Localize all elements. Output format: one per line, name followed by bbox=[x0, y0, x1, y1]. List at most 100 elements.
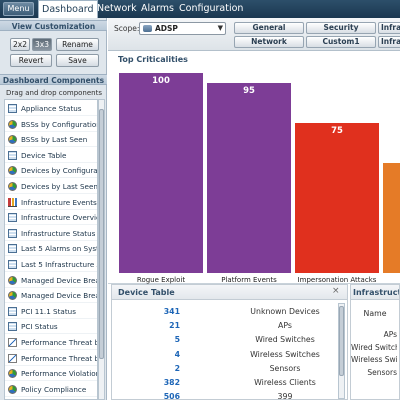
component-label: PCI Status bbox=[21, 322, 58, 332]
nav-tab-configuration[interactable]: Configuration bbox=[179, 3, 244, 14]
component-label: Performance Threat by bbox=[21, 338, 98, 347]
component-list-item[interactable]: Infrastructure Events by bbox=[5, 195, 97, 210]
table-row[interactable]: 5 Wired Switches bbox=[112, 333, 342, 346]
pie-chart-icon bbox=[8, 275, 17, 285]
rename-button[interactable]: Rename bbox=[56, 38, 99, 51]
component-label: Devices by Last Seen bbox=[21, 182, 98, 191]
table-icon bbox=[8, 244, 17, 254]
nav-tab-alarms[interactable]: Alarms bbox=[141, 3, 174, 14]
infrastructure-name-column[interactable]: Name bbox=[363, 309, 387, 318]
device-count[interactable]: 2 bbox=[174, 363, 180, 373]
component-list-item[interactable]: Managed Device Breakdown bbox=[5, 288, 97, 304]
table-icon bbox=[8, 260, 17, 269]
layout-2x2-button[interactable]: 2x2 bbox=[10, 38, 30, 51]
infrastructure-title: Infrastructu bbox=[353, 288, 399, 297]
component-list-item[interactable]: BSSs by Configuration bbox=[5, 117, 97, 132]
component-list-item[interactable]: Performance Threat by bbox=[5, 351, 97, 366]
revert-button[interactable]: Revert bbox=[10, 54, 52, 67]
table-row[interactable]: 341 Unknown Devices bbox=[112, 305, 342, 318]
component-list-item[interactable]: Devices by Last Seen bbox=[5, 179, 98, 194]
component-list-item[interactable]: Infrastructure Overview bbox=[5, 210, 98, 226]
chart-category-label: Rogue Exploit bbox=[137, 276, 185, 284]
component-label: Infrastructure Status bbox=[21, 228, 96, 238]
component-list-item[interactable]: PCI 11.1 Status bbox=[5, 304, 97, 319]
close-icon[interactable]: × bbox=[332, 286, 340, 296]
scope-select[interactable]: ADSP ▼ bbox=[139, 22, 226, 35]
device-type-name: Sensors bbox=[269, 363, 301, 373]
filter-network-button[interactable]: Network bbox=[234, 36, 304, 48]
component-label: Appliance Status bbox=[21, 104, 82, 113]
table-icon bbox=[8, 213, 17, 223]
pie-chart-icon bbox=[8, 291, 17, 301]
components-list[interactable]: Appliance Status BSSs by Configuration BSS… bbox=[4, 99, 98, 400]
top-criticalities-chart: 100 Rogue Exploit 95 Platform Events 75 Imper… bbox=[119, 73, 400, 284]
table-row[interactable]: 4 Wireless Switches bbox=[112, 348, 342, 361]
component-list-item[interactable]: Devices by Configuration bbox=[5, 163, 98, 179]
component-list-item[interactable]: Performance Violations bbox=[5, 366, 97, 382]
layout-3x3-button[interactable]: 3x3 bbox=[32, 38, 52, 51]
infrastructure-row[interactable]: Sensors bbox=[367, 367, 397, 377]
component-list-item[interactable]: Last 5 Alarms on System bbox=[5, 241, 97, 257]
sidebar: View Customization 2x2 3x3 Rename Revert… bbox=[0, 18, 107, 400]
components-scrollbar-thumb[interactable] bbox=[99, 109, 104, 359]
filter-infrastructure-2-button[interactable]: Infrastructure bbox=[378, 36, 400, 48]
table-row[interactable]: 382 Wireless Clients bbox=[112, 376, 342, 389]
component-label: Infrastructure Overview bbox=[21, 213, 98, 223]
chart-data-label: 95 bbox=[243, 86, 255, 96]
infrastructure-row[interactable]: Wireless Swi... bbox=[351, 355, 397, 364]
save-button[interactable]: Save bbox=[56, 54, 99, 67]
device-count[interactable]: 5 bbox=[174, 335, 180, 345]
line-chart-icon bbox=[8, 353, 17, 363]
pie-chart-icon bbox=[8, 369, 17, 379]
device-type-name: Wireless Clients bbox=[254, 378, 316, 387]
device-table-scrollbar-thumb[interactable] bbox=[339, 306, 344, 376]
component-list-item[interactable]: BSSs by Last Seen bbox=[5, 132, 97, 148]
component-list-item[interactable]: Performance Threat by bbox=[5, 335, 98, 350]
scope-value: ADSP bbox=[155, 24, 178, 33]
table-icon bbox=[8, 104, 17, 113]
device-count[interactable]: 21 bbox=[169, 321, 180, 331]
table-icon bbox=[8, 306, 17, 316]
component-list-item[interactable]: PCI Status bbox=[5, 319, 97, 335]
device-count[interactable]: 4 bbox=[174, 349, 180, 359]
components-scrollbar[interactable] bbox=[98, 99, 105, 400]
chart-bar[interactable] bbox=[207, 83, 291, 273]
device-type-name: Wireless Switches bbox=[250, 349, 320, 359]
menu-button[interactable]: Menu bbox=[3, 2, 34, 16]
table-row[interactable]: 506 399 bbox=[112, 390, 342, 400]
bar-chart-icon bbox=[8, 197, 17, 207]
device-type-name: APs bbox=[278, 321, 292, 331]
table-row[interactable]: 21 APs bbox=[112, 319, 342, 332]
filter-general-button[interactable]: General bbox=[234, 22, 304, 34]
device-table-scrollbar[interactable] bbox=[338, 303, 345, 399]
component-list-item[interactable]: Device Table bbox=[5, 148, 97, 163]
component-label: Devices by Configuration bbox=[21, 166, 98, 176]
component-list-item[interactable]: Infrastructure Status bbox=[5, 226, 97, 241]
infrastructure-row[interactable]: APs bbox=[383, 330, 397, 339]
chart-bar[interactable] bbox=[119, 73, 203, 273]
nav-tab-dashboard[interactable]: Dashboard bbox=[38, 0, 98, 18]
top-criticalities-panel: Top Criticalities 100 Rogue Exploit 95 Plat… bbox=[108, 51, 400, 284]
filter-infrastructure-button[interactable]: Infrastructure bbox=[378, 22, 400, 34]
line-chart-icon bbox=[8, 338, 17, 347]
device-count[interactable]: 341 bbox=[163, 307, 180, 316]
chart-bar[interactable] bbox=[295, 123, 379, 273]
infrastructure-row[interactable]: Wired Switch... bbox=[351, 342, 397, 352]
filter-custom1-button[interactable]: Custom1 bbox=[306, 36, 376, 48]
component-list-item[interactable]: Appliance Status bbox=[5, 101, 97, 116]
device-count[interactable]: 506 bbox=[163, 392, 180, 400]
component-list-item[interactable]: Last 5 Infrastructure Alarms bbox=[5, 257, 97, 272]
table-row[interactable]: 2 Sensors bbox=[112, 362, 342, 375]
pie-chart-icon bbox=[8, 384, 17, 394]
component-list-item[interactable]: Policy Compliance bbox=[5, 382, 97, 397]
device-table-title: Device Table bbox=[118, 288, 175, 297]
filter-security-button[interactable]: Security bbox=[306, 22, 376, 34]
scope-label: Scope: bbox=[114, 24, 140, 33]
chart-data-label: 100 bbox=[152, 76, 170, 86]
chart-bar[interactable] bbox=[383, 163, 400, 273]
nav-tab-network[interactable]: Network bbox=[97, 3, 137, 14]
component-list-item[interactable]: Managed Device Breakdown bbox=[5, 273, 97, 288]
component-label: BSSs by Last Seen bbox=[21, 135, 88, 145]
device-count[interactable]: 382 bbox=[163, 378, 180, 387]
